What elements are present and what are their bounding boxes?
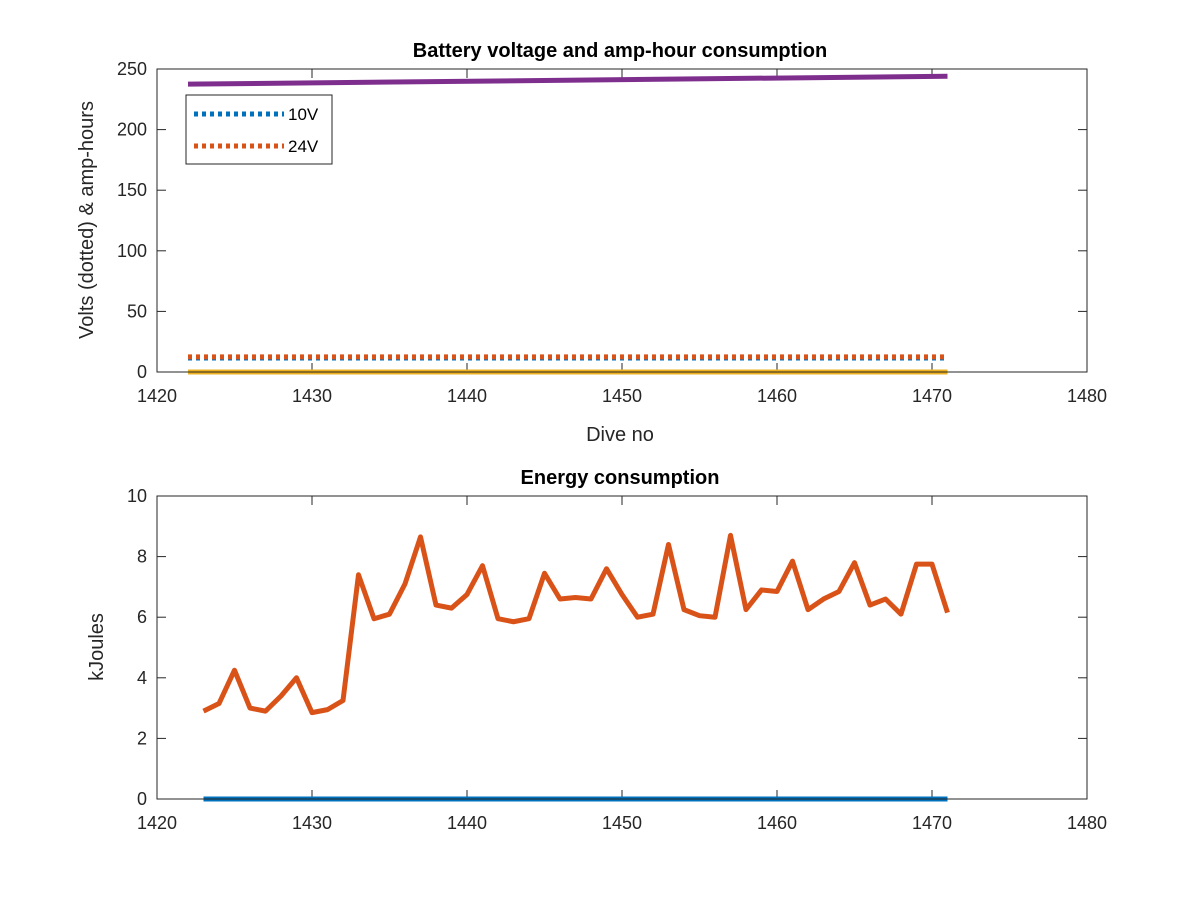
energy-x-tick-label: 1450 xyxy=(602,813,642,833)
voltage-x-tick-label: 1440 xyxy=(447,386,487,406)
energy-x-tick-label: 1440 xyxy=(447,813,487,833)
voltage-x-axis-label: Dive no xyxy=(586,424,654,446)
energy-y-axis-label: kJoules xyxy=(86,613,108,681)
energy-y-tick-label: 10 xyxy=(127,486,147,506)
legend-box xyxy=(185,94,333,165)
voltage-x-tick-label: 1420 xyxy=(137,386,177,406)
voltage-x-tick-label: 1450 xyxy=(602,386,642,406)
legend-label-24v: 24V xyxy=(288,137,319,156)
voltage-y-axis-label: Volts (dotted) & amp-hours xyxy=(76,101,98,339)
energy-y-tick-label: 0 xyxy=(137,789,147,809)
voltage-chart-title: Battery voltage and amp-hour consumption xyxy=(413,40,827,62)
energy-series-line-1 xyxy=(202,532,950,716)
energy-y-tick-label: 6 xyxy=(137,607,147,627)
voltage-axes: Battery voltage and amp-hour consumption… xyxy=(76,40,1107,446)
voltage-x-tick-label: 1460 xyxy=(757,386,797,406)
voltage-y-tick-label: 150 xyxy=(117,180,147,200)
voltage-axes-box xyxy=(156,68,1088,373)
voltage-x-tick-label: 1480 xyxy=(1067,386,1107,406)
energy-y-tick-label: 8 xyxy=(137,547,147,567)
voltage-series-line-3 xyxy=(187,73,948,87)
energy-y-tick-label: 4 xyxy=(137,668,147,688)
energy-x-tick-label: 1480 xyxy=(1067,813,1107,833)
voltage-plot-area: 1420 1430 1440 1450 1460 1470 1480 0 50 100 150 200… xyxy=(117,59,1107,406)
voltage-y-tick-label: 100 xyxy=(117,241,147,261)
energy-axes-box xyxy=(156,495,1088,800)
energy-x-tick-label: 1420 xyxy=(137,813,177,833)
voltage-x-tick-label: 1430 xyxy=(292,386,332,406)
voltage-y-tick-label: 0 xyxy=(137,362,147,382)
energy-x-tick-label: 1460 xyxy=(757,813,797,833)
energy-axes: Energy consumption kJoules 1420 1430 1440 1… xyxy=(86,467,1107,833)
voltage-y-tick-label: 50 xyxy=(127,301,147,321)
energy-chart-title: Energy consumption xyxy=(521,467,720,489)
voltage-x-tick-label: 1470 xyxy=(912,386,952,406)
voltage-y-tick-label: 250 xyxy=(117,59,147,79)
energy-x-tick-label: 1470 xyxy=(912,813,952,833)
energy-plot-area: 1420 1430 1440 1450 1460 1470 1480 0 2 4 6 8 10 xyxy=(127,486,1107,833)
legend-label-10v: 10V xyxy=(288,105,319,124)
energy-x-tick-label: 1430 xyxy=(292,813,332,833)
energy-y-tick-label: 2 xyxy=(137,728,147,748)
voltage-y-tick-label: 200 xyxy=(117,120,147,140)
voltage-legend: 10V 24V xyxy=(185,94,333,165)
